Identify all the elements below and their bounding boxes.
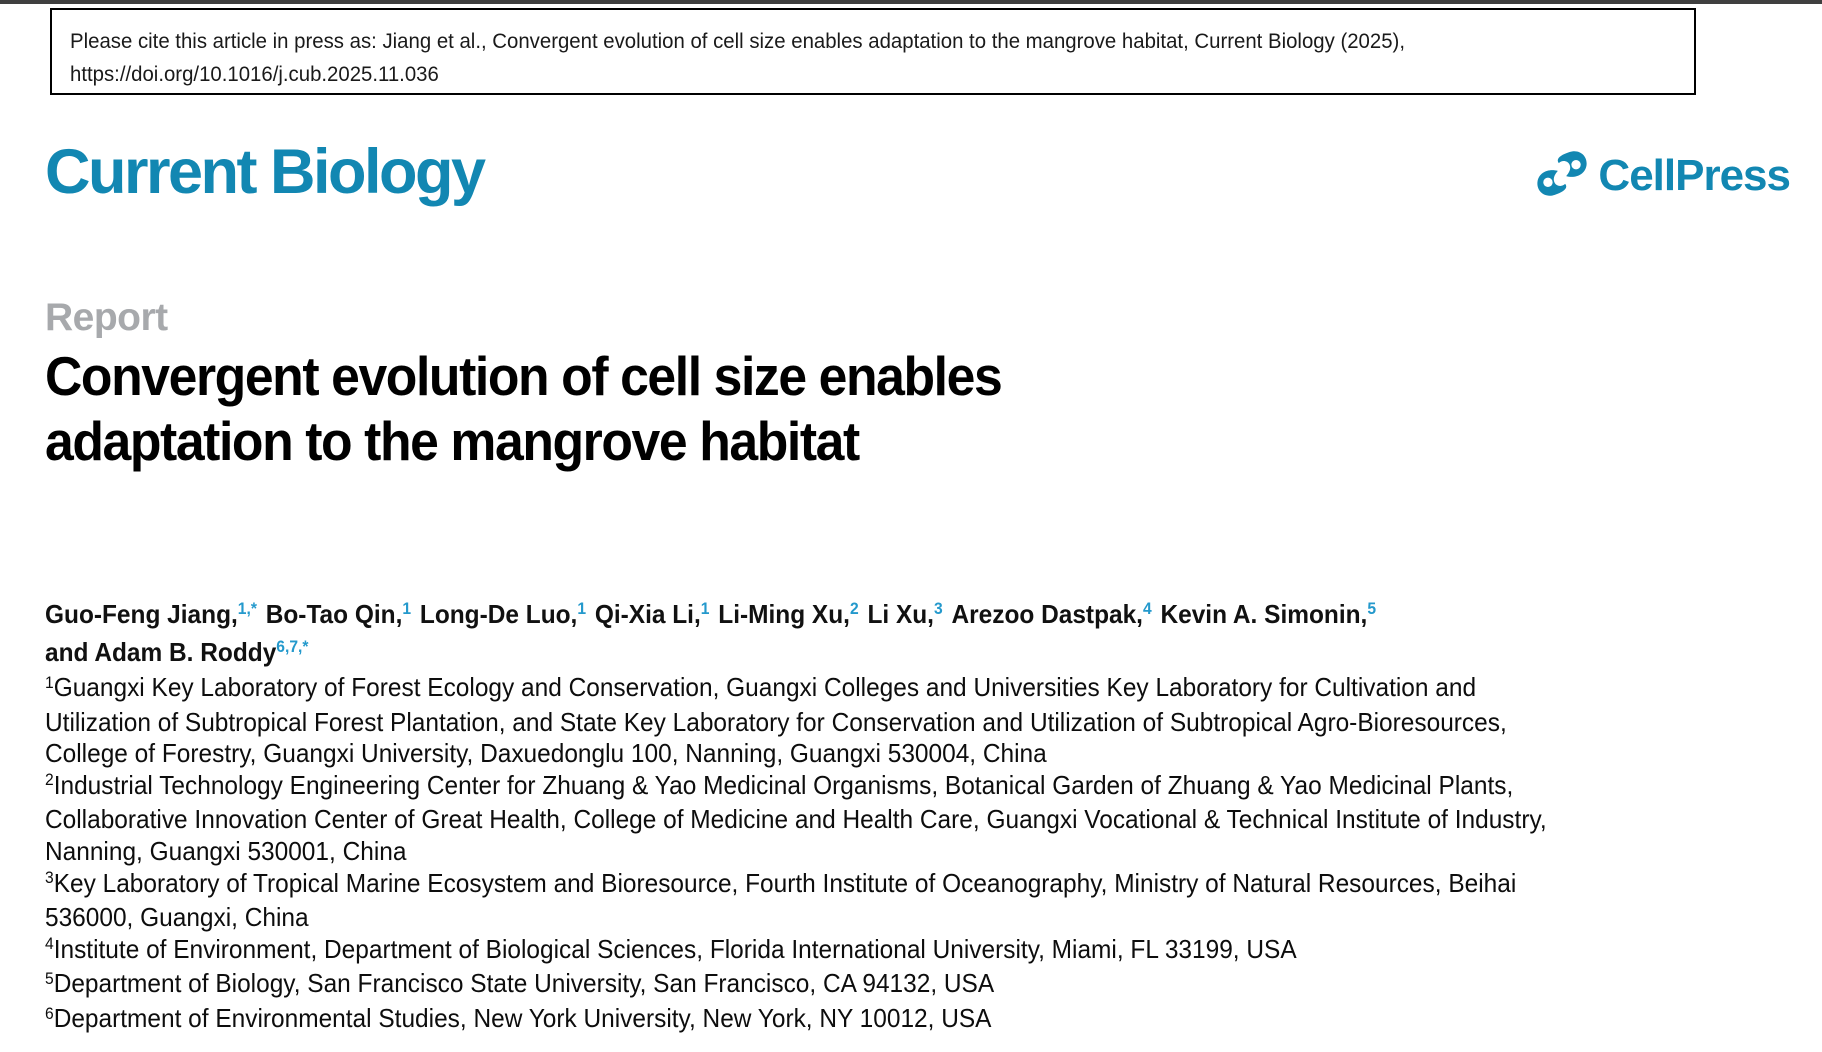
citation-notice-text: Please cite this article in press as: Ji… — [70, 30, 1405, 53]
author-affil-superscript: 3 — [933, 598, 943, 618]
author-affil-superscript: 6,7,* — [276, 636, 309, 656]
affiliation-number: 3 — [45, 868, 54, 888]
author: Li Xu,3 — [867, 598, 943, 629]
affiliation-number: 6 — [45, 1003, 54, 1023]
author-affil-superscript: 1 — [402, 598, 412, 618]
author: Bo-Tao Qin,1 — [265, 598, 412, 629]
affiliation-number: 2 — [45, 770, 54, 790]
affiliation: 4Institute of Environment, Department of… — [45, 933, 1297, 964]
affiliation: 3Key Laboratory of Tropical Marine Ecosy… — [45, 867, 1517, 933]
author: and Adam B. Roddy6,7,* — [45, 636, 309, 667]
doi-link[interactable]: https://doi.org/10.1016/j.cub.2025.11.03… — [70, 63, 439, 86]
affiliation-number: 4 — [45, 934, 54, 954]
affiliation: 1Guangxi Key Laboratory of Forest Ecolog… — [45, 672, 1507, 769]
publisher-logo: CellPress — [1536, 150, 1791, 202]
affiliation-number: 5 — [45, 969, 54, 989]
affiliation-list: 1Guangxi Key Laboratory of Forest Ecolog… — [45, 672, 1547, 1038]
author: Kevin A. Simonin,5 — [1160, 598, 1377, 629]
author-affil-superscript: 1 — [577, 598, 587, 618]
author: Long-De Luo,1 — [419, 598, 587, 629]
cellpress-swirl-icon — [1536, 150, 1588, 202]
author-list: Guo-Feng Jiang,1,* Bo-Tao Qin,1 Long-De Lu… — [45, 597, 1385, 673]
author-affil-superscript: 4 — [1142, 598, 1152, 618]
affiliation: 2Industrial Technology Engineering Cente… — [45, 769, 1547, 866]
affiliation: 5Department of Biology, San Francisco St… — [45, 968, 995, 999]
publisher-name: CellPress — [1598, 151, 1791, 200]
author-affil-superscript: 1 — [700, 598, 710, 618]
article-type-label: Report — [45, 296, 168, 339]
page-top-edge — [0, 0, 1822, 4]
author: Guo-Feng Jiang,1,* — [45, 598, 257, 629]
author: Arezoo Dastpak,4 — [951, 598, 1152, 629]
citation-notice-box: Please cite this article in press as: Ji… — [50, 8, 1696, 95]
article-title: Convergent evolution of cell size enable… — [45, 345, 1003, 472]
author-affil-superscript: 1,* — [237, 598, 257, 618]
author: Li-Ming Xu,2 — [718, 598, 859, 629]
author-affil-superscript: 5 — [1367, 598, 1377, 618]
journal-logo: Current Biology — [45, 137, 486, 207]
author-affil-superscript: 2 — [849, 598, 859, 618]
affiliation: 6Department of Environmental Studies, Ne… — [45, 1002, 992, 1033]
affiliation-number: 1 — [45, 672, 54, 692]
author: Qi-Xia Li,1 — [594, 598, 710, 629]
